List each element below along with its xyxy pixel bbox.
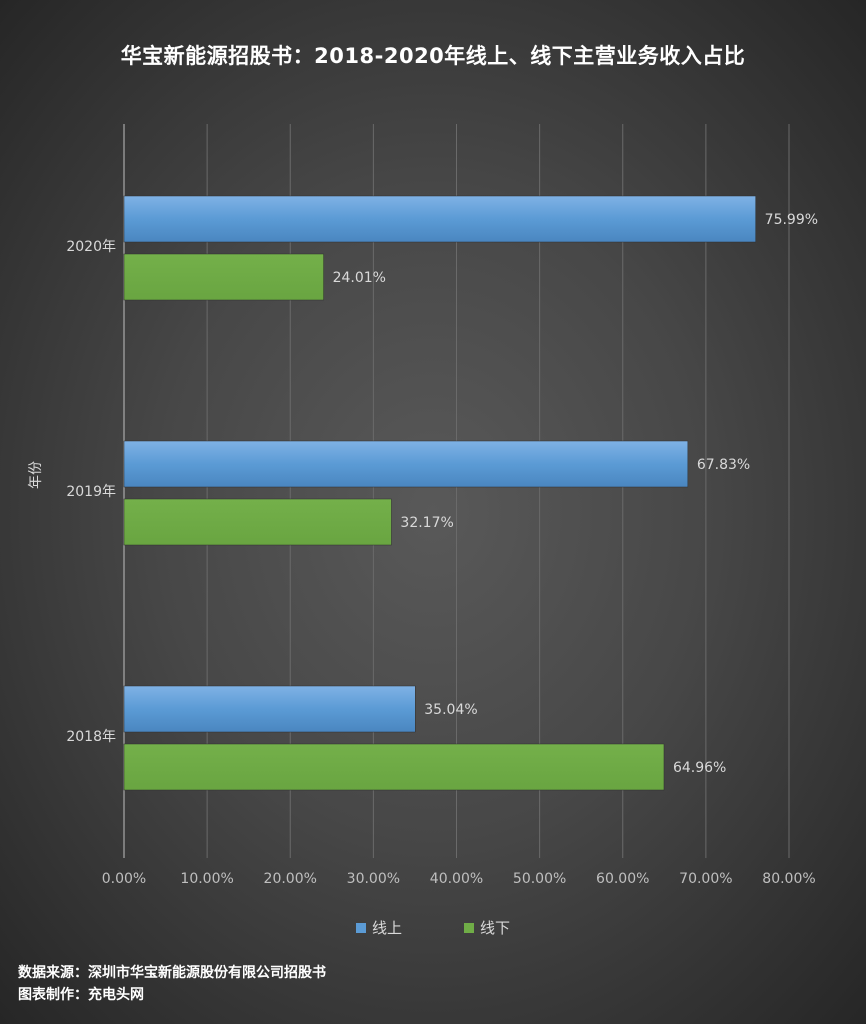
data-label: 35.04% <box>424 702 477 718</box>
x-tick-label: 10.00% <box>180 871 233 887</box>
data-label: 32.17% <box>400 515 453 531</box>
x-tick-label: 40.00% <box>430 871 483 887</box>
legend-label-online: 线上 <box>371 919 402 937</box>
legend-swatch-offline <box>464 922 474 933</box>
x-tick-label: 0.00% <box>102 871 146 887</box>
bar-online <box>123 685 416 733</box>
x-tick-label: 50.00% <box>513 871 566 887</box>
x-tick-label: 70.00% <box>679 871 732 887</box>
legend-item-offline[interactable]: 线下 <box>464 917 510 938</box>
chart-title: 华宝新能源招股书：2018-2020年线上、线下主营业务收入占比 <box>120 44 746 68</box>
x-tick-label: 20.00% <box>264 871 317 887</box>
legend-swatch-online <box>355 922 366 933</box>
bar-offline <box>123 253 324 301</box>
bar-online <box>123 195 756 243</box>
footer-source: 数据来源：深圳市华宝新能源股份有限公司招股书 <box>18 965 326 981</box>
chart-legend: 线上 线下 <box>0 917 866 938</box>
y-category-label: 2020年 <box>66 239 116 255</box>
data-label: 24.01% <box>333 270 386 286</box>
x-tick-label: 80.00% <box>762 871 815 887</box>
legend-label-offline: 线下 <box>480 919 511 937</box>
data-label: 67.83% <box>697 457 750 473</box>
chart-footer: 数据来源：深圳市华宝新能源股份有限公司招股书 图表制作：充电头网 <box>18 962 326 1006</box>
y-category-label: 2019年 <box>66 484 116 500</box>
y-category-label: 2018年 <box>66 729 116 745</box>
bar-online <box>123 440 689 488</box>
x-tick-label: 60.00% <box>596 871 649 887</box>
data-label: 64.96% <box>673 760 726 776</box>
data-label: 75.99% <box>765 212 818 228</box>
bar-offline <box>123 498 392 546</box>
y-axis-title: 年份 <box>28 461 44 489</box>
x-tick-label: 30.00% <box>347 871 400 887</box>
footer-made-by: 图表制作：充电头网 <box>18 987 144 1003</box>
legend-item-online[interactable]: 线上 <box>355 917 402 938</box>
bar-offline <box>123 743 665 791</box>
